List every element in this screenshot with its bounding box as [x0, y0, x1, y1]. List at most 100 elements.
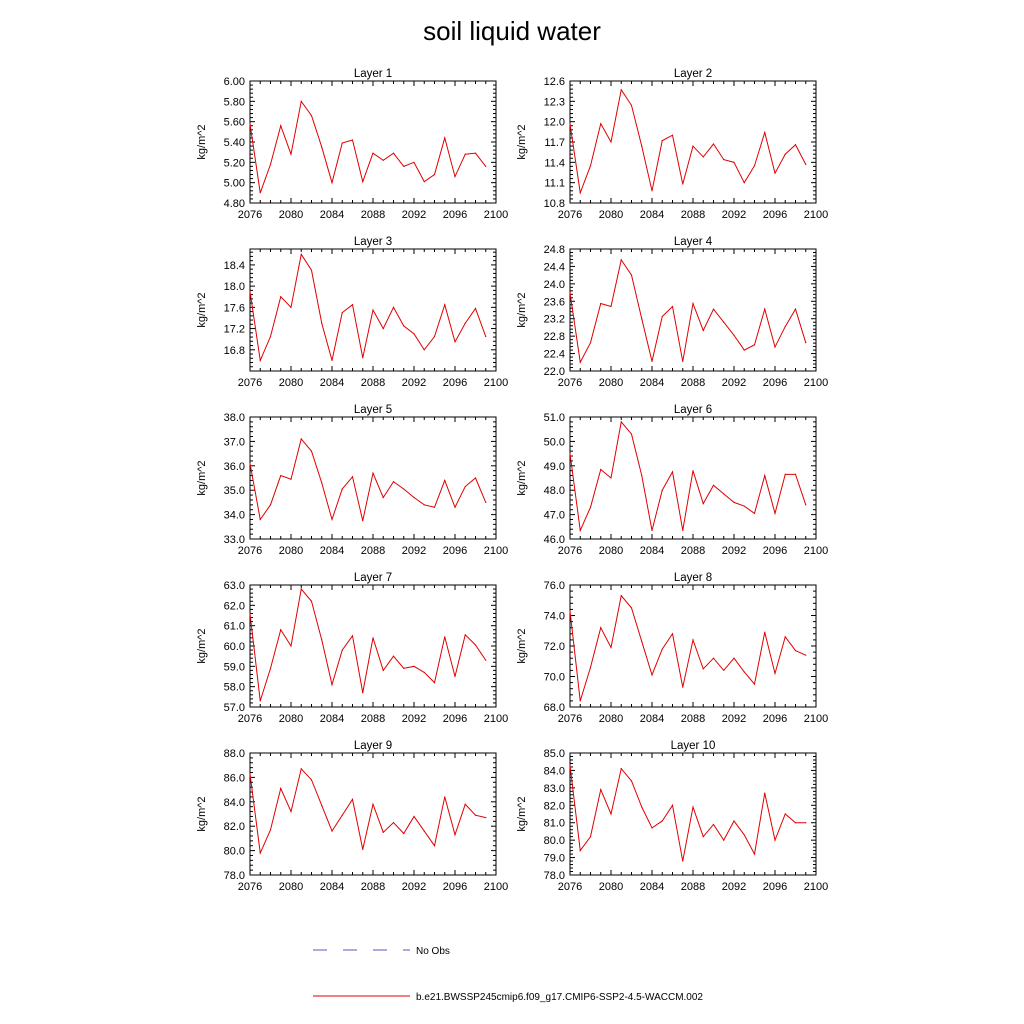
x-tick-label: 2100: [484, 377, 508, 389]
panel-layer-7: Layer 7 kg/m^2 2076 2080 2084 2088 2092 2096 210…: [196, 572, 508, 725]
x-tick-label: 2092: [402, 377, 426, 389]
y-axis-label: kg/m^2: [516, 460, 528, 495]
data-point: [474, 477, 477, 479]
panel-layer-8: Layer 8 kg/m^2 2076 2080 2084 2088 2092 2096 210…: [516, 572, 828, 725]
data-point: [249, 612, 251, 615]
x-tick-label: 2096: [763, 545, 787, 557]
data-point: [569, 291, 571, 294]
plot-frame: [569, 416, 817, 540]
y-tick-label: 79.0: [544, 853, 565, 865]
y-tick-label: 84.0: [544, 765, 565, 777]
y-tick-label: 16.8: [224, 345, 245, 357]
data-point: [794, 308, 797, 310]
y-tick-label: 18.4: [224, 260, 245, 272]
plot-frame: [569, 752, 817, 876]
data-point: [712, 143, 715, 145]
data-point: [372, 803, 374, 805]
x-tick-label: 2080: [279, 545, 303, 557]
data-point: [331, 684, 333, 686]
data-point: [630, 433, 633, 435]
data-point: [310, 114, 313, 117]
data-point: [403, 667, 405, 669]
data-point: [444, 304, 446, 306]
data-point: [403, 488, 405, 490]
data-point: [433, 173, 436, 176]
y-tick-label: 49.0: [544, 461, 565, 473]
x-tick-label: 2092: [402, 545, 426, 557]
y-tick-label: 12.0: [544, 117, 565, 129]
data-point: [341, 814, 343, 816]
data-point: [764, 131, 766, 134]
data-point: [485, 165, 487, 167]
data-point: [651, 827, 653, 829]
data-point: [600, 468, 602, 471]
data-point: [474, 152, 477, 154]
y-tick-label: 12.6: [544, 76, 565, 88]
plot-frame: [249, 584, 497, 708]
y-axis-label: kg/m^2: [516, 796, 528, 831]
x-tick-label: 2080: [599, 713, 623, 725]
y-axis-label: kg/m^2: [516, 292, 528, 327]
panel-title: Layer 8: [674, 572, 712, 584]
y-tick-label: 70.0: [544, 672, 565, 684]
x-tick-label: 2092: [402, 209, 426, 221]
data-point: [692, 145, 694, 147]
data-point: [362, 692, 364, 694]
data-point: [610, 305, 612, 308]
data-point: [753, 853, 756, 855]
data-point: [433, 506, 436, 508]
y-tick-label: 22.4: [544, 349, 565, 361]
data-point: [269, 829, 272, 831]
data-point: [382, 496, 384, 499]
data-point: [682, 686, 684, 688]
y-tick-label: 5.40: [224, 137, 245, 149]
y-tick-label: 11.4: [544, 157, 565, 169]
data-point: [392, 655, 395, 657]
panel-layer-4: Layer 4 kg/m^2 2076 2080 2084 2088 2092 2096 210…: [516, 236, 828, 389]
x-tick-label: 2080: [599, 545, 623, 557]
data-point: [712, 657, 715, 659]
x-tick-label: 2076: [558, 713, 582, 725]
x-tick-label: 2088: [361, 377, 385, 389]
data-point: [433, 335, 436, 338]
data-point: [682, 860, 684, 862]
data-point: [300, 438, 302, 440]
data-point: [321, 146, 323, 148]
data-point: [321, 639, 323, 641]
y-tick-label: 17.2: [224, 324, 245, 336]
y-tick-label: 78.0: [224, 870, 245, 882]
data-point: [403, 165, 405, 167]
y-tick-label: 47.0: [544, 510, 565, 522]
panel-layer-5: Layer 5 kg/m^2 2076 2080 2084 2088 2092 2096 210…: [196, 404, 508, 557]
y-tick-label: 61.0: [224, 621, 245, 633]
data-point: [331, 182, 333, 184]
y-tick-label: 11.7: [544, 137, 565, 149]
legend-label-no-obs: No Obs: [416, 946, 450, 957]
data-point: [784, 636, 786, 638]
data-point: [579, 361, 581, 363]
data-point: [382, 831, 384, 833]
data-point: [341, 488, 343, 490]
data-point: [444, 636, 446, 638]
data-point: [630, 607, 633, 609]
y-tick-label: 68.0: [544, 702, 565, 714]
data-point: [764, 631, 766, 633]
y-tick-label: 24.8: [544, 244, 565, 256]
data-point: [413, 496, 415, 499]
data-point: [723, 669, 725, 672]
data-point: [454, 834, 456, 836]
data-point: [290, 153, 292, 155]
data-point: [671, 471, 674, 473]
data-point: [423, 671, 425, 674]
data-point: [259, 852, 261, 854]
data-point: [454, 675, 456, 678]
data-point: [362, 357, 364, 359]
x-tick-label: 2096: [443, 209, 467, 221]
data-point: [454, 341, 456, 343]
data-point: [692, 470, 694, 472]
x-tick-label: 2092: [402, 881, 426, 893]
x-tick-label: 2076: [558, 209, 582, 221]
x-tick-label: 2096: [763, 377, 787, 389]
x-tick-label: 2096: [443, 713, 467, 725]
data-point: [641, 640, 643, 643]
